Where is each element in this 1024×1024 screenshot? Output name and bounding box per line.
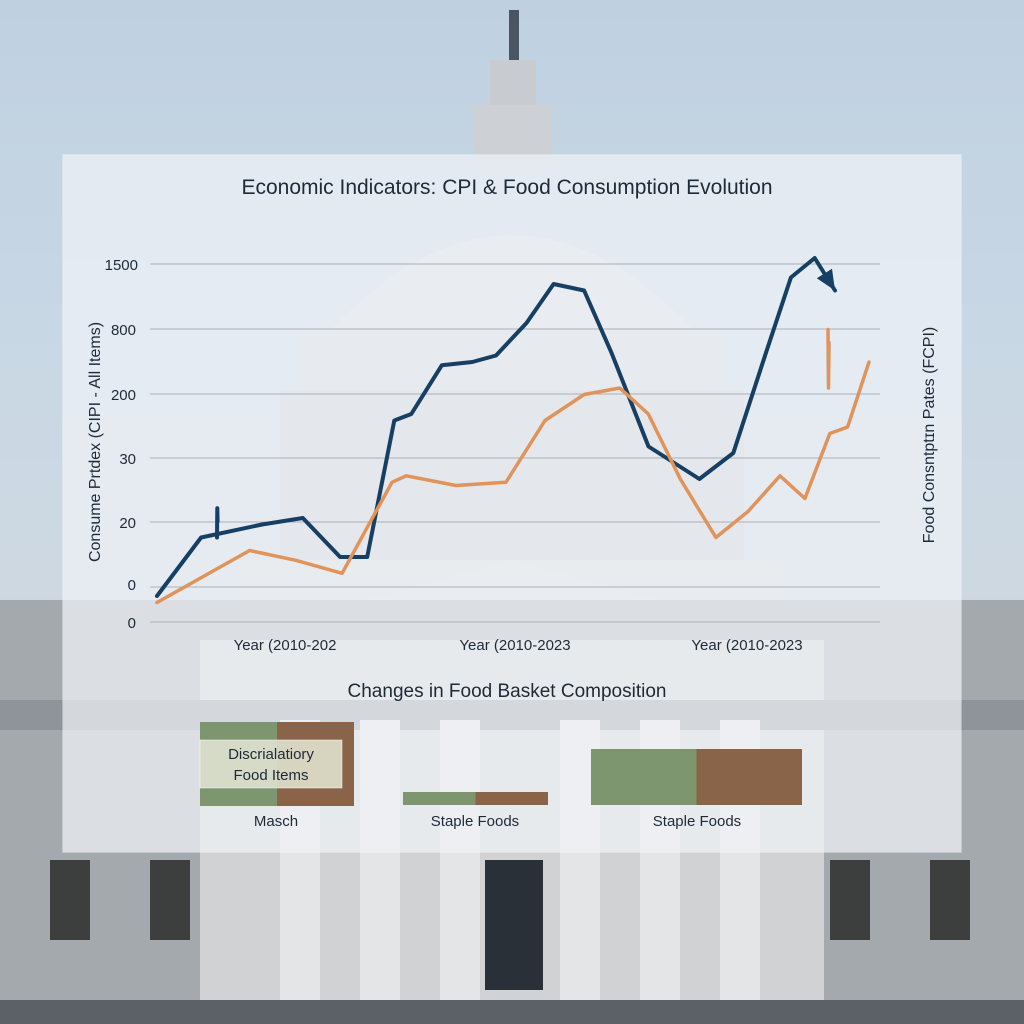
y-tick-label: 1500 bbox=[105, 257, 138, 274]
bar-category-label: Staple Foods bbox=[653, 813, 741, 830]
bar-inner-label: Discrialatiory bbox=[228, 746, 314, 763]
bar-group-layer: Masch Staple Foods Staple Foods Discrialati… bbox=[199, 722, 802, 830]
line-chart-title: Economic Indicators: CPI & Food Consumpt… bbox=[241, 176, 772, 199]
x-tick-label: Year (2010-2023 bbox=[459, 637, 570, 654]
bar-inner-label-box bbox=[199, 739, 343, 789]
y-tick-label: 0 bbox=[128, 615, 136, 632]
bar-category-label: Staple Foods bbox=[431, 813, 519, 830]
y-tick-label: 30 bbox=[119, 451, 136, 468]
series-line bbox=[215, 506, 220, 540]
series-line bbox=[155, 360, 871, 605]
x-tick-label: Year (2010-2023 bbox=[691, 637, 802, 654]
bar-segment bbox=[591, 749, 697, 805]
y-axis-left-label: Consume Prtdex (CIPI - All Items) bbox=[87, 322, 104, 562]
bar-segment bbox=[475, 792, 548, 805]
y-axis-right-label: Food Consntptɪn Pates (FCPI) bbox=[921, 327, 938, 543]
bar-segment bbox=[696, 749, 802, 805]
x-axis-ticks: Year (2010-202 Year (2010-2023 Year (2010-… bbox=[234, 637, 803, 654]
x-tick-label: Year (2010-202 bbox=[234, 637, 337, 654]
grid-lines bbox=[150, 263, 880, 623]
series-line bbox=[155, 256, 837, 598]
y-tick-label: 0 bbox=[128, 577, 136, 594]
y-tick-label: 20 bbox=[119, 515, 136, 532]
trend-arrowhead bbox=[816, 268, 835, 291]
line-series-layer bbox=[155, 256, 871, 605]
bar-segment bbox=[403, 792, 476, 805]
series-line bbox=[826, 327, 831, 390]
bar-chart-title: Changes in Food Basket Composition bbox=[348, 681, 667, 702]
y-tick-label: 800 bbox=[111, 322, 136, 339]
y-tick-label: 200 bbox=[111, 387, 136, 404]
bar-category-label: Masch bbox=[254, 813, 298, 830]
bar-inner-label: Food Items bbox=[233, 767, 308, 784]
